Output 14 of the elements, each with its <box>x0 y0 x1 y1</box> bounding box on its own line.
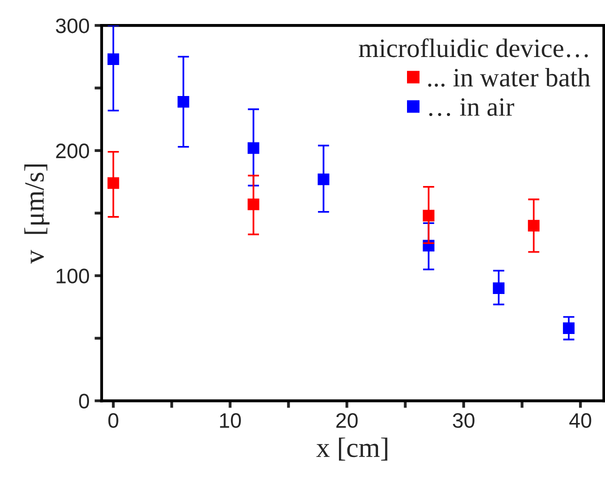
x-tick-label: 10 <box>220 413 241 428</box>
x-tick-label: 30 <box>452 413 474 428</box>
x-tick-label: 40 <box>569 413 592 428</box>
y-tick-label: 100 <box>56 268 90 284</box>
legend-title: microfluidic device… <box>358 38 588 58</box>
y-axis-title: v [μm/s] <box>24 164 50 264</box>
x-tick-label: 20 <box>336 413 358 428</box>
legend-label: ... in water bath <box>428 68 590 87</box>
y-tick-label: 200 <box>56 144 90 158</box>
legend-label: … in air <box>429 98 514 116</box>
y-tick-label: 300 <box>56 18 90 34</box>
x-tick-label: 0 <box>108 413 118 428</box>
x-axis-title: x [cm] <box>316 438 388 461</box>
y-tick-label: 0 <box>79 394 90 409</box>
